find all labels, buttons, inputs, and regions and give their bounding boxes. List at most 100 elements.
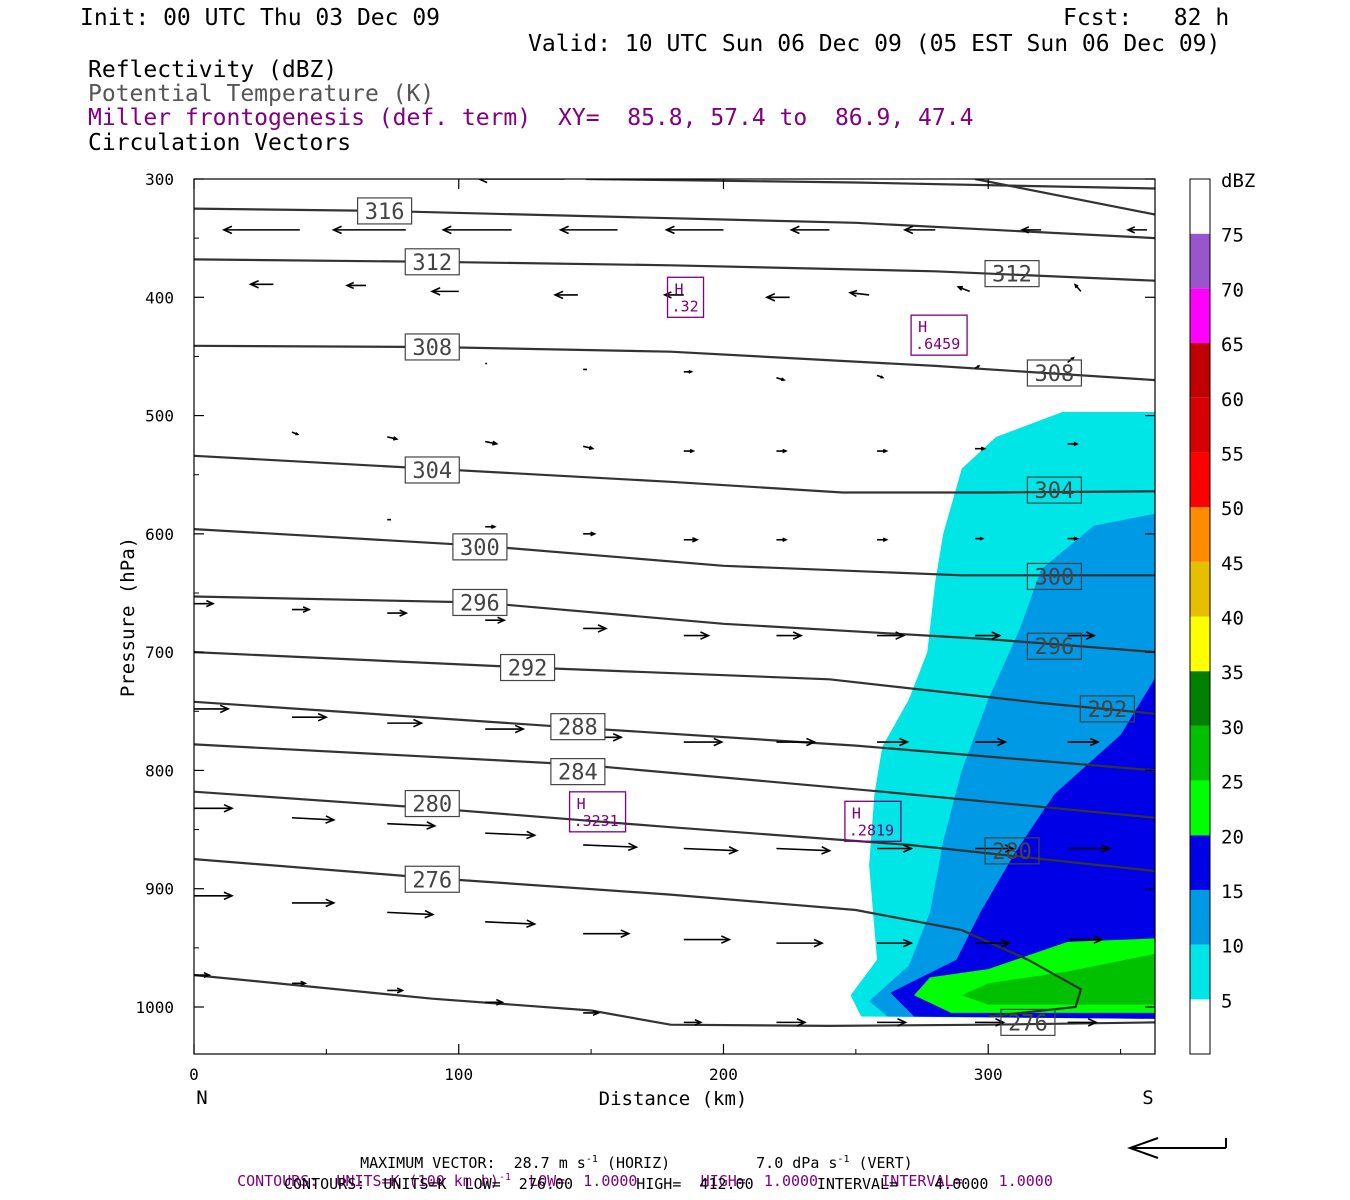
contour-label-280: 280 bbox=[404, 789, 460, 818]
field-vectors: Circulation Vectors bbox=[88, 130, 352, 156]
y-tick-label: 700 bbox=[145, 643, 174, 662]
contour-label-308: 308 bbox=[404, 333, 460, 361]
vector-arrow bbox=[776, 376, 786, 382]
colorbar-swatch bbox=[1190, 944, 1210, 1000]
vector-arrow bbox=[477, 179, 565, 184]
vector-arrow bbox=[291, 815, 336, 824]
vector-arrow bbox=[1067, 1018, 1099, 1027]
colorbar-swatch bbox=[1190, 671, 1210, 726]
contour-label-292: 292 bbox=[1079, 695, 1135, 723]
vector-arrow bbox=[1073, 283, 1082, 292]
field-reflectivity: Reflectivity (dBZ) bbox=[88, 57, 338, 83]
contour-label-292: 292 bbox=[499, 653, 556, 682]
theta-line-316 bbox=[974, 179, 1155, 216]
vector-arrow bbox=[345, 281, 367, 290]
vector-arrow bbox=[485, 616, 507, 624]
vector-arrow bbox=[877, 844, 914, 853]
colorbar-swatch bbox=[1190, 288, 1210, 344]
vector-arrow bbox=[974, 536, 985, 541]
colorbar-swatch bbox=[1190, 999, 1210, 1054]
vector-arrow bbox=[877, 448, 889, 454]
vector-arrow bbox=[683, 935, 732, 944]
vector-arrow bbox=[387, 436, 399, 441]
vector-arrow bbox=[441, 225, 512, 235]
vector-arrow bbox=[194, 599, 215, 608]
colorbar-label: 35 bbox=[1221, 662, 1244, 684]
x-tick-label: 100 bbox=[444, 1065, 473, 1084]
vector-arrow bbox=[877, 938, 914, 948]
contour-label-312: 312 bbox=[404, 248, 460, 276]
colorbar-swatch bbox=[1190, 889, 1210, 945]
field-frontogenesis: Miller frontogenesis (def. term) bbox=[88, 105, 532, 131]
y-tick-label: 900 bbox=[145, 880, 174, 899]
vector-arrow bbox=[1126, 226, 1148, 234]
max-vector-line: MAXIMUM VECTOR: 28.7 m s-1 (HORIZ) 7.0 dP… bbox=[342, 1140, 913, 1171]
x-tick-label: 0 bbox=[189, 1065, 199, 1084]
colorbar-label: 55 bbox=[1221, 443, 1244, 465]
vector-arrow bbox=[1067, 844, 1112, 853]
colorbar-label: 40 bbox=[1221, 608, 1244, 630]
contour-label-text: 296 bbox=[1035, 635, 1075, 660]
colorbar-label: 25 bbox=[1221, 772, 1244, 794]
vector-arrow bbox=[583, 842, 639, 852]
vector-arrow bbox=[876, 374, 885, 379]
colorbar-label: 15 bbox=[1221, 881, 1244, 903]
frontogenesis-high-label: H bbox=[852, 804, 861, 822]
vector-arrow bbox=[776, 737, 817, 747]
vector-arrow bbox=[387, 909, 435, 919]
theta-line-288 bbox=[194, 700, 1155, 772]
vector-arrow bbox=[974, 737, 1008, 747]
theta-line-276 bbox=[194, 974, 1155, 1028]
vector-arrow bbox=[683, 369, 694, 374]
vector-arrow bbox=[485, 919, 537, 929]
vector-arrow bbox=[194, 803, 234, 813]
contours-theta-line: CONTOURS: UNITS=K LOW= 276.00 HIGH= 412.… bbox=[284, 1175, 989, 1193]
vector-arrow bbox=[877, 1018, 908, 1027]
frontogenesis-value: .2819 bbox=[849, 821, 894, 839]
exp-horiz: -1 bbox=[585, 1154, 598, 1165]
contour-label-text: 276 bbox=[1008, 1011, 1048, 1036]
vector-arrow bbox=[974, 446, 987, 451]
frontogenesis-max: H.2819 bbox=[844, 800, 902, 842]
y-tick-label: 600 bbox=[145, 525, 174, 544]
colorbar-swatch bbox=[1190, 233, 1210, 289]
vector-arrow bbox=[583, 1009, 601, 1017]
contour-label-304: 304 bbox=[1026, 476, 1082, 504]
vector-arrow bbox=[583, 624, 608, 633]
vector-arrow bbox=[764, 292, 790, 302]
contour-label-text: 292 bbox=[1087, 698, 1127, 723]
vector-arrow bbox=[291, 712, 329, 722]
colorbar-title: dBZ bbox=[1221, 170, 1255, 192]
frontogenesis-max: H.32 bbox=[666, 276, 705, 318]
x-label-south: S bbox=[1142, 1087, 1153, 1109]
contour-label-text: 312 bbox=[992, 263, 1032, 288]
plot-frame bbox=[193, 178, 1156, 1055]
colorbar-frame bbox=[1189, 178, 1211, 1055]
colorbar-label: 5 bbox=[1221, 990, 1232, 1012]
contour-label-text: 288 bbox=[558, 716, 598, 741]
contour-label-text: 284 bbox=[558, 761, 598, 786]
contour-label-text: 280 bbox=[992, 840, 1032, 865]
colorbar-swatch bbox=[1190, 835, 1210, 890]
vector-arrow bbox=[291, 431, 300, 436]
theta-line-284 bbox=[194, 743, 1155, 819]
exp-vert: -1 bbox=[837, 1154, 850, 1165]
contour-label-text: 308 bbox=[1035, 362, 1075, 387]
vector-arrow bbox=[877, 737, 910, 747]
vector-arrow bbox=[956, 285, 970, 293]
vector-arrow bbox=[683, 1018, 703, 1026]
contour-label-text: 296 bbox=[460, 591, 500, 616]
contour-label-280: 280 bbox=[984, 837, 1040, 865]
vector-arrow bbox=[664, 225, 724, 235]
y-tick-label: 300 bbox=[145, 170, 174, 189]
frontogenesis-max: H.3231 bbox=[568, 791, 627, 833]
contour-label-284: 284 bbox=[550, 758, 606, 786]
vector-arrow bbox=[776, 938, 824, 948]
colorbar-swatch bbox=[1190, 616, 1210, 672]
vector-arrow bbox=[485, 998, 505, 1006]
vector-arrow bbox=[558, 225, 618, 235]
contour-label-312: 312 bbox=[984, 260, 1040, 288]
colorbar-label: 50 bbox=[1221, 498, 1244, 520]
contour-label-308: 308 bbox=[1026, 359, 1082, 387]
